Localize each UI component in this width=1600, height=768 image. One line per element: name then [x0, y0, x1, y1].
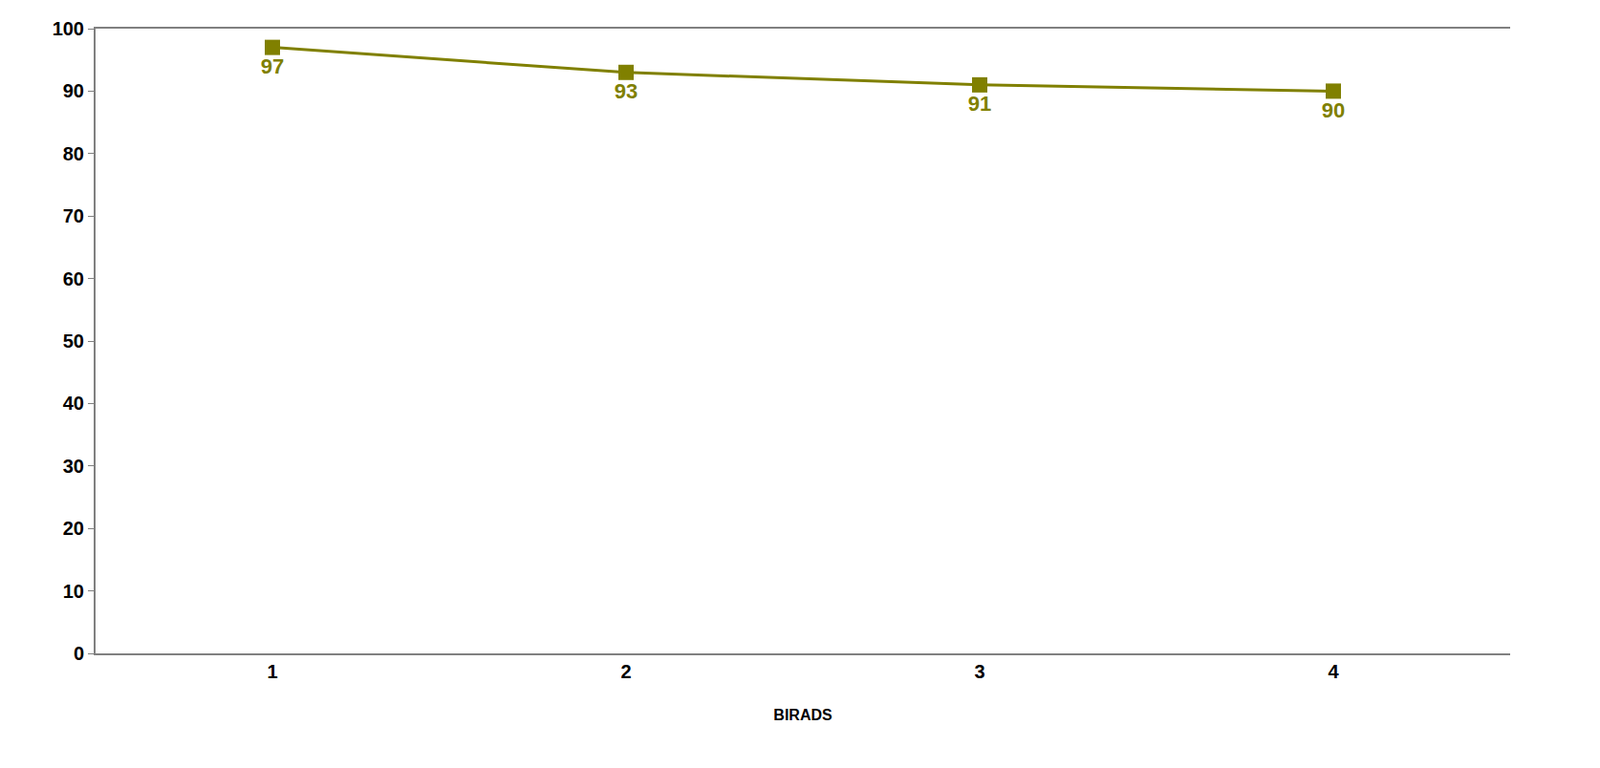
svg-text:91: 91	[968, 91, 992, 116]
svg-text:93: 93	[614, 79, 638, 104]
svg-text:1: 1	[266, 661, 278, 683]
svg-text:20: 20	[63, 518, 85, 540]
svg-text:90: 90	[63, 80, 85, 102]
svg-text:3: 3	[973, 661, 985, 683]
svg-text:100: 100	[52, 18, 85, 40]
svg-text:BIRADS: BIRADS	[773, 707, 833, 724]
svg-text:80: 80	[63, 143, 85, 165]
svg-text:90: 90	[1321, 98, 1345, 123]
svg-text:97: 97	[260, 54, 284, 79]
svg-text:50: 50	[63, 330, 85, 352]
svg-text:10: 10	[63, 581, 85, 603]
svg-text:4: 4	[1327, 661, 1340, 683]
svg-text:70: 70	[63, 205, 85, 227]
svg-text:2: 2	[620, 661, 631, 683]
svg-text:0: 0	[73, 643, 85, 665]
svg-text:30: 30	[63, 455, 85, 477]
svg-text:40: 40	[63, 392, 85, 414]
svg-text:60: 60	[63, 268, 85, 290]
